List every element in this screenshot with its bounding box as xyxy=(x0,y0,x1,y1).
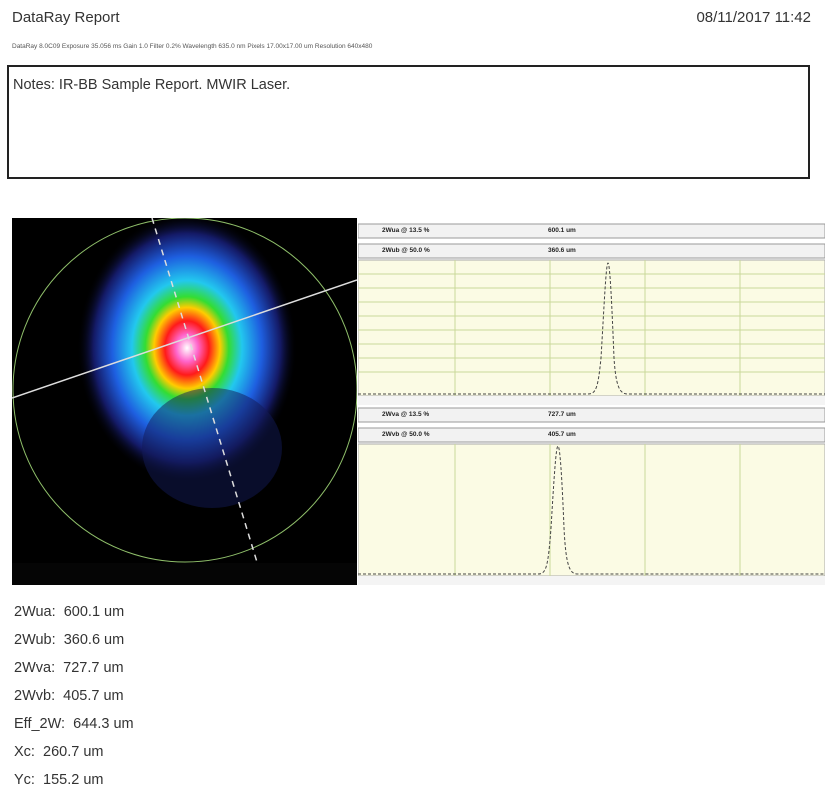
profile-plots xyxy=(358,218,825,585)
result-row: 2Wvb: 405.7 um xyxy=(14,682,134,710)
result-label: 2Wua: xyxy=(14,604,56,620)
result-row: 2Wua: 600.1 um xyxy=(14,598,134,626)
readout-label: 2Wva @ 13.5 % xyxy=(382,411,430,418)
readout-value: 600.1 um xyxy=(548,227,576,234)
readout-value: 360.6 um xyxy=(548,247,576,254)
notes-box: Notes: IR-BB Sample Report. MWIR Laser. xyxy=(7,65,810,179)
result-label: 2Wva: xyxy=(14,660,56,676)
report-datetime: 08/11/2017 11:42 xyxy=(696,9,811,26)
result-value: 644.3 um xyxy=(73,716,134,732)
result-value: 260.7 um xyxy=(43,744,104,760)
result-row: 2Wva: 727.7 um xyxy=(14,654,134,682)
result-row: 2Wub: 360.6 um xyxy=(14,626,134,654)
result-label: Xc: xyxy=(14,744,35,760)
readout-label: 2Wvb @ 50.0 % xyxy=(382,431,430,438)
acquisition-info: DataRay 8.0C09 Exposure 35.056 ms Gain 1… xyxy=(12,43,373,50)
result-value: 727.7 um xyxy=(63,660,124,676)
result-label: 2Wub: xyxy=(14,632,56,648)
result-label: Eff_2W: xyxy=(14,716,66,732)
result-row: Xc: 260.7 um xyxy=(14,738,134,766)
readout-value: 727.7 um xyxy=(548,411,576,418)
result-row: Yc: 155.2 um xyxy=(14,766,134,794)
result-row: Eff_2W: 644.3 um xyxy=(14,710,134,738)
result-label: Yc: xyxy=(14,772,35,788)
readout-label: 2Wua @ 13.5 % xyxy=(382,227,430,234)
profile-readouts: 2Wua @ 13.5 % 600.1 um 2Wub @ 50.0 % 360… xyxy=(358,218,825,585)
result-value: 155.2 um xyxy=(43,772,104,788)
readout-value: 405.7 um xyxy=(548,431,576,438)
readout-label: 2Wub @ 50.0 % xyxy=(382,247,430,254)
report-title: DataRay Report xyxy=(12,9,120,26)
result-value: 405.7 um xyxy=(63,688,124,704)
results-list: 2Wua: 600.1 um 2Wub: 360.6 um 2Wva: 727.7 … xyxy=(14,598,134,794)
result-label: 2Wvb: xyxy=(14,688,56,704)
result-value: 600.1 um xyxy=(63,604,125,620)
notes: Notes: IR-BB Sample Report. MWIR Laser. xyxy=(13,77,291,93)
beam-image xyxy=(12,218,357,585)
result-value: 360.6 um xyxy=(63,632,125,648)
